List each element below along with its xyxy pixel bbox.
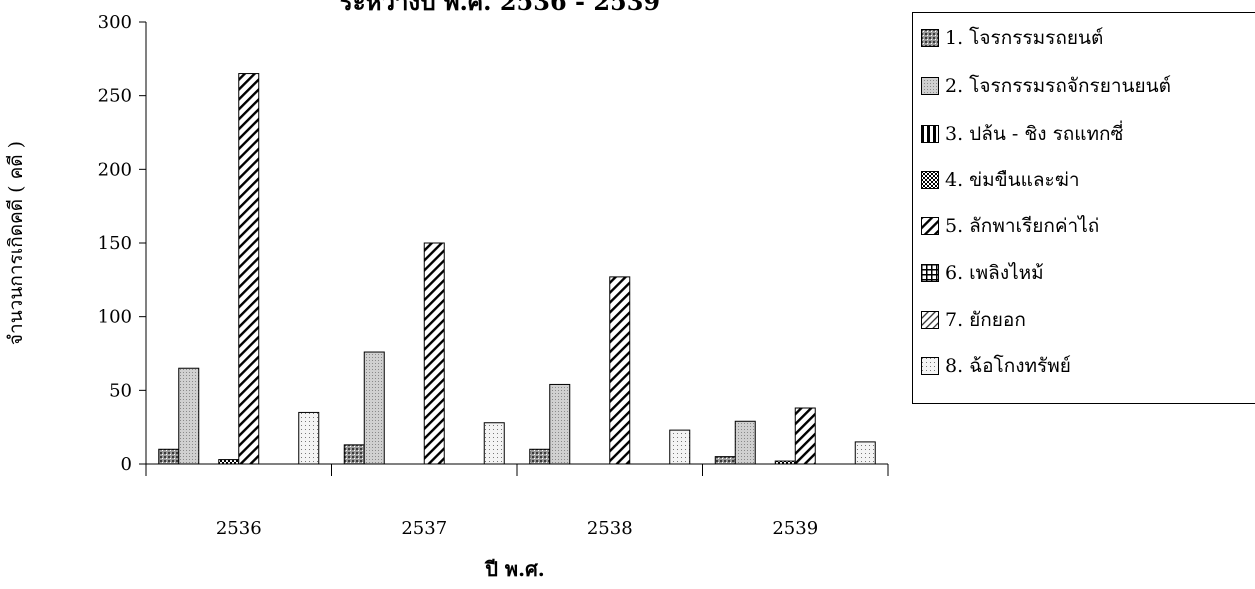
bar-series-8-2537	[483, 422, 505, 465]
bar-series-2-2539	[734, 420, 756, 465]
legend-label: 2. โจรกรรมรถจักรยานยนต์	[945, 75, 1171, 97]
legend-swatch	[921, 125, 939, 143]
bar-series-5-2539	[794, 407, 816, 465]
legend-item: 5. ลักพาเรียกค่าไถ่	[921, 211, 1099, 241]
legend-label: 8. ฉ้อโกงทรัพย์	[945, 355, 1071, 377]
legend: 1. โจรกรรมรถยนต์ 2. โจรกรรมรถจักรยานยนต์ 3…	[912, 12, 1255, 404]
x-tick-label: 2539	[772, 518, 818, 539]
legend-item: 3. ปล้น - ชิง รถแทกซี่	[921, 119, 1123, 149]
legend-item: 2. โจรกรรมรถจักรยานยนต์	[921, 71, 1171, 101]
bar-series-1-2536	[158, 448, 180, 465]
y-axis-label: จำนวนการเกิดคดี ( คดี )	[5, 141, 27, 345]
legend-swatch	[921, 357, 939, 375]
y-tick-label: 250	[98, 86, 132, 107]
x-tick-label: 2537	[401, 518, 447, 539]
chart-title: ระหว่างปี พ.ศ. 2536 - 2539	[340, 0, 660, 16]
y-tick-label: 150	[98, 233, 132, 254]
legend-label: 6. เพลิงไหม้	[945, 262, 1044, 284]
bar-series-2-2537	[363, 351, 385, 465]
bar-series-1-2539	[714, 456, 736, 465]
x-tick-label: 2536	[216, 518, 262, 539]
legend-swatch	[921, 217, 939, 235]
legend-item: 1. โจรกรรมรถยนต์	[921, 23, 1103, 53]
legend-swatch	[921, 264, 939, 282]
legend-label: 3. ปล้น - ชิง รถแทกซี่	[945, 123, 1124, 145]
bar-series-5-2538	[609, 276, 631, 465]
bar-series-8-2539	[854, 441, 876, 465]
y-tick-label: 50	[109, 380, 132, 401]
x-axis-label: ปี พ.ศ.	[484, 557, 545, 581]
legend-label: 5. ลักพาเรียกค่าไถ่	[945, 215, 1100, 237]
bar-series-2-2536	[178, 367, 200, 465]
bar-series-4-2536	[218, 459, 240, 465]
y-tick-label: 200	[98, 159, 132, 180]
y-tick-label: 0	[121, 454, 132, 475]
legend-swatch	[921, 77, 939, 95]
legend-item: 6. เพลิงไหม้	[921, 258, 1044, 288]
legend-swatch	[921, 311, 939, 329]
bar-series-1-2537	[343, 444, 365, 465]
legend-swatch	[921, 29, 939, 47]
y-tick-label: 100	[98, 307, 132, 328]
legend-swatch	[921, 171, 939, 189]
legend-label: 4. ข่มขืนและฆ่า	[945, 169, 1080, 191]
legend-label: 7. ยักยอก	[945, 309, 1026, 331]
bar-series-2-2538	[549, 383, 571, 465]
bar-series-5-2536	[238, 73, 260, 465]
legend-label: 1. โจรกรรมรถยนต์	[945, 27, 1104, 49]
legend-item: 8. ฉ้อโกงทรัพย์	[921, 351, 1071, 381]
legend-item: 4. ข่มขืนและฆ่า	[921, 165, 1080, 195]
bar-series-1-2538	[529, 448, 551, 465]
bar-series-8-2538	[669, 429, 691, 465]
bar-series-8-2536	[298, 411, 320, 465]
bar-series-5-2537	[423, 242, 445, 465]
x-tick-label: 2538	[587, 518, 633, 539]
legend-item: 7. ยักยอก	[921, 305, 1026, 335]
y-tick-label: 300	[98, 12, 132, 33]
